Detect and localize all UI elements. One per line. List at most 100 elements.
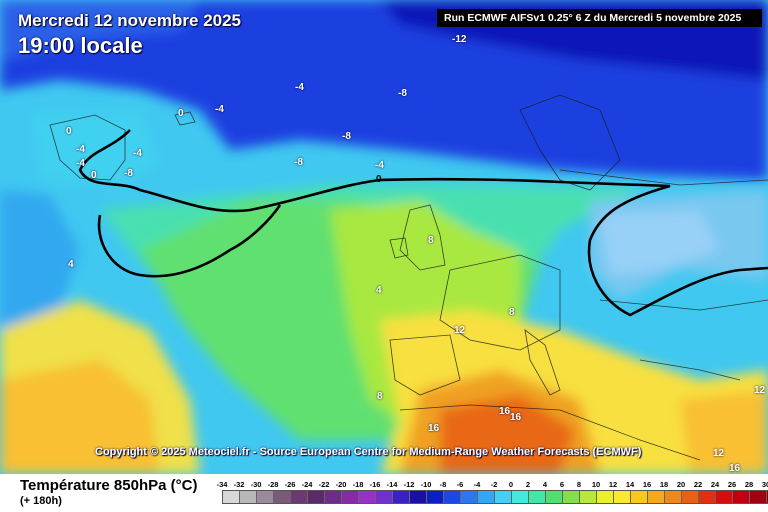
legend-tick-label: -10 — [420, 480, 432, 489]
legend-swatch — [614, 491, 631, 503]
legend-swatch — [393, 491, 410, 503]
map-label: 4 — [68, 259, 74, 270]
map-label: 12 — [754, 385, 766, 396]
legend-tick-label: 10 — [591, 480, 601, 489]
map-label: 0 — [178, 108, 184, 119]
map-label: 8 — [428, 235, 434, 246]
legend-tick-label: -12 — [403, 480, 415, 489]
legend-subtitle: (+ 180h) — [20, 495, 62, 507]
legend-swatch — [529, 491, 546, 503]
southwest-orange — [0, 360, 160, 474]
legend-swatch — [750, 491, 767, 503]
legend-swatch — [359, 491, 376, 503]
north-africa-hot — [440, 395, 575, 474]
arctic-russia-coast — [559, 169, 768, 186]
legend-swatch — [699, 491, 716, 503]
legend-tick-label: 26 — [727, 480, 737, 489]
legend-swatch — [444, 491, 461, 503]
legend-tick-label: 4 — [542, 480, 548, 489]
map-label: 0 — [91, 170, 97, 181]
map-label: 4 — [376, 285, 382, 296]
france-coast — [439, 254, 561, 351]
legend-swatch — [308, 491, 325, 503]
map-label: 16 — [729, 463, 741, 474]
legend-swatch — [325, 491, 342, 503]
atlantic-cold-pocket — [0, 190, 80, 330]
legend-swatch — [546, 491, 563, 503]
legend-tick-label: -24 — [301, 480, 313, 489]
legend-tick-label: -18 — [352, 480, 364, 489]
map-label: 16 — [428, 423, 440, 434]
isotherm-zero-south — [97, 204, 282, 278]
legend-swatch — [512, 491, 529, 503]
legend-swatch — [563, 491, 580, 503]
map-label: -4 — [76, 158, 85, 169]
legend-tick-label: 24 — [710, 480, 720, 489]
greenland-coast — [49, 114, 126, 181]
legend-tick-label: -16 — [369, 480, 381, 489]
legend-swatch — [240, 491, 257, 503]
legend-swatch — [682, 491, 699, 503]
copyright-notice: Copyright © 2025 Meteociel.fr - Source E… — [95, 446, 642, 458]
legend-swatch — [427, 491, 444, 503]
legend-tick-label: 16 — [642, 480, 652, 489]
map-label: -4 — [133, 148, 142, 159]
legend-swatch — [478, 491, 495, 503]
map-label: 8 — [377, 391, 383, 402]
legend-tick-label: -6 — [456, 480, 464, 489]
legend-tick-label: 8 — [576, 480, 582, 489]
isotherm-zero-north — [78, 129, 768, 317]
map-label: -4 — [295, 82, 304, 93]
legend-swatch — [257, 491, 274, 503]
iceland-coast — [174, 111, 196, 126]
legend-color-scale — [222, 490, 768, 504]
map-label: -4 — [76, 144, 85, 155]
legend-tick-label: 2 — [525, 480, 531, 489]
legend-tick-label: -32 — [233, 480, 245, 489]
legend-tick-label: -28 — [267, 480, 279, 489]
map-label: -8 — [294, 157, 303, 168]
map-label: 8 — [509, 307, 515, 318]
forecast-time: 19:00 locale — [18, 33, 143, 58]
legend-tick-label: -4 — [473, 480, 481, 489]
italy-coast — [524, 329, 561, 396]
map-label: 12 — [454, 325, 466, 336]
legend-tick-label: -30 — [250, 480, 262, 489]
legend-swatch — [410, 491, 427, 503]
map-label: 16 — [510, 412, 522, 423]
legend-tick-label: 0 — [508, 480, 514, 489]
map-label: -12 — [452, 34, 467, 45]
map-label: -8 — [124, 168, 133, 179]
black-sea-region — [599, 299, 768, 311]
legend-tick-label: 14 — [625, 480, 635, 489]
scandinavia-coast — [519, 94, 621, 191]
legend-swatch — [597, 491, 614, 503]
legend-swatch — [291, 491, 308, 503]
legend-swatch — [495, 491, 512, 503]
legend-swatch — [733, 491, 750, 503]
model-run-info: Run ECMWF AIFSv1 0.25° 6 Z du Mercredi 5… — [437, 9, 762, 27]
legend-swatch — [648, 491, 665, 503]
map-label: -4 — [215, 104, 224, 115]
iberia-coast — [389, 334, 461, 396]
legend-swatch — [631, 491, 648, 503]
legend-swatch — [376, 491, 393, 503]
legend-swatch — [342, 491, 359, 503]
greenland-light-blue — [30, 110, 160, 190]
legend-tick-label: 20 — [676, 480, 686, 489]
eastern-europe-core — [600, 210, 720, 275]
north-africa-coast — [399, 404, 701, 461]
middle-east-orange — [680, 390, 768, 474]
ireland-coast — [389, 237, 409, 259]
legend-tick-label: 6 — [559, 480, 565, 489]
forecast-date: Mercredi 12 novembre 2025 — [18, 11, 242, 30]
legend-tick-label: -34 — [216, 480, 228, 489]
legend-swatch — [716, 491, 733, 503]
coastlines — [49, 94, 768, 461]
legend-swatch — [461, 491, 478, 503]
temperature-map — [0, 0, 768, 474]
legend-bar: Température 850hPa (°C) (+ 180h) -34 -32-… — [0, 474, 768, 512]
legend-tick-label: 28 — [744, 480, 754, 489]
legend-tick-label: 30 — [761, 480, 768, 489]
